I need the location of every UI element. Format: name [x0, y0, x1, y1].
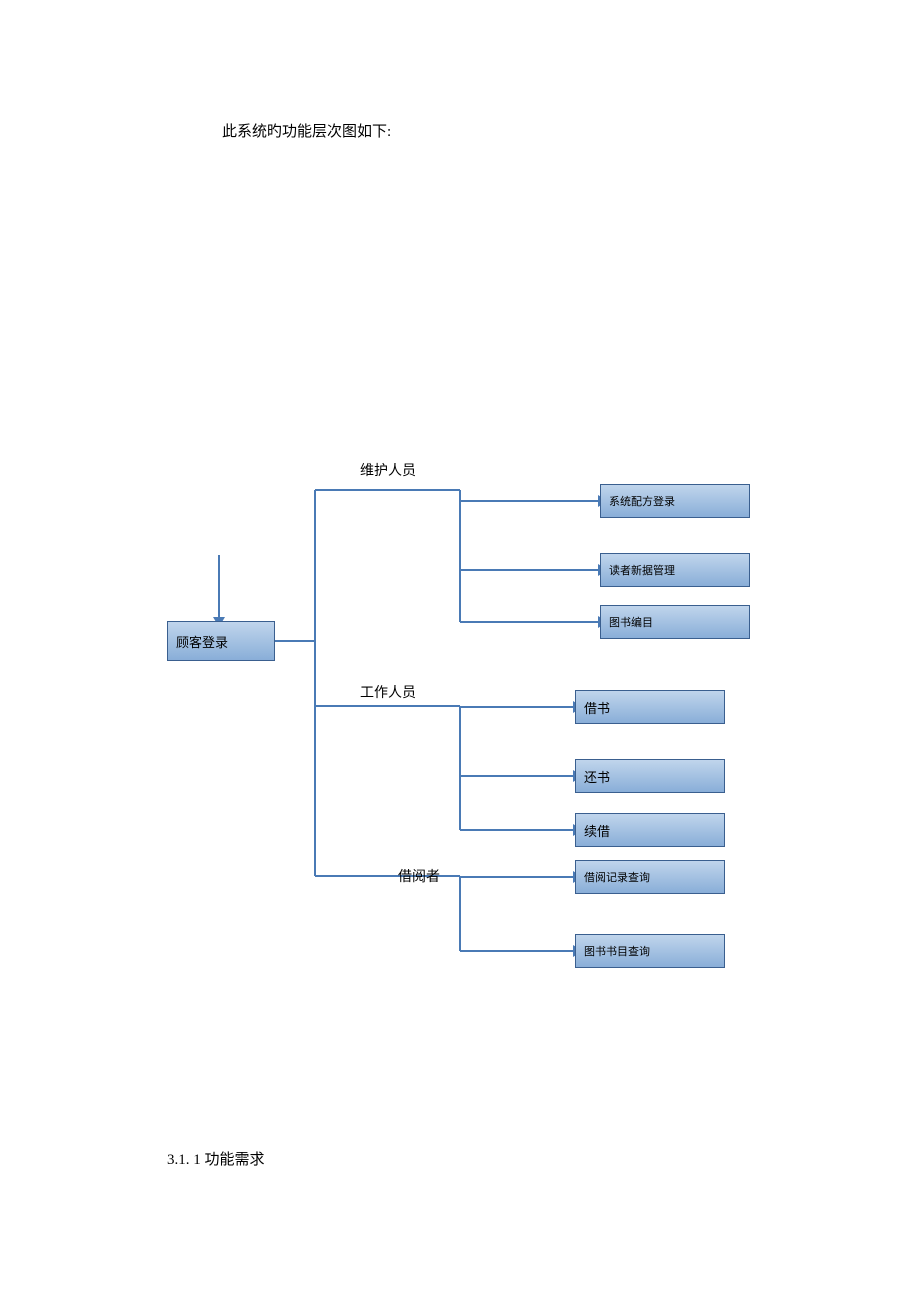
connector-vline — [314, 490, 316, 876]
diagram-node: 还书 — [575, 759, 725, 793]
diagram-node: 续借 — [575, 813, 725, 847]
diagram-node: 图书编目 — [600, 605, 750, 639]
section-heading: 3.1. 1 功能需求 — [167, 1148, 265, 1169]
arrow-right — [460, 867, 585, 887]
arrow-right — [460, 820, 585, 840]
diagram-node: 系统配方登录 — [600, 484, 750, 518]
connector-hline — [315, 489, 460, 491]
arrow-right — [460, 766, 585, 786]
arrow-right — [460, 491, 610, 511]
group-label: 工作人员 — [360, 682, 416, 702]
page-title: 此系统旳功能层次图如下: — [222, 120, 391, 141]
arrow-right — [460, 697, 585, 717]
arrow-right — [460, 612, 610, 632]
arrow-down — [209, 555, 229, 629]
group-label: 维护人员 — [360, 460, 416, 480]
diagram-node: 借阅记录查询 — [575, 860, 725, 894]
diagram-node: 借书 — [575, 690, 725, 724]
connector-hline — [275, 640, 315, 642]
group-label: 借阅者 — [398, 866, 440, 886]
diagram-node: 图书书目查询 — [575, 934, 725, 968]
diagram-node: 顾客登录 — [167, 621, 275, 661]
arrow-right — [460, 941, 585, 961]
connector-hline — [315, 705, 460, 707]
diagram-node: 读者新据管理 — [600, 553, 750, 587]
connector-vline — [459, 876, 461, 951]
arrow-right — [460, 560, 610, 580]
